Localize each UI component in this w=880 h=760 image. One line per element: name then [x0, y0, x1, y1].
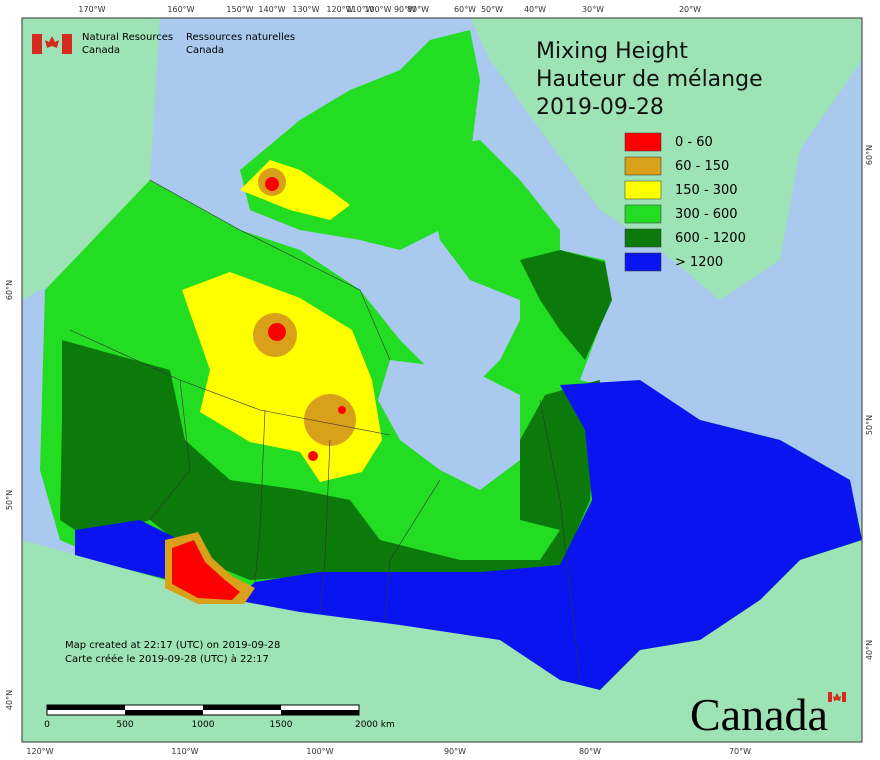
flag-bar: [828, 692, 832, 702]
agency-en: Natural Resources: [82, 32, 173, 43]
flag-bar: [32, 34, 42, 54]
border: [149, 379, 191, 521]
maple-leaf: [833, 693, 841, 701]
longitude-label: 80°W: [579, 747, 601, 756]
legend-swatch: [624, 132, 662, 152]
longitude-label: 50°W: [481, 5, 503, 14]
canada-600-1200-labrador: [520, 250, 612, 360]
longitude-label: 100°W: [364, 5, 391, 14]
longitude-label: 170°W: [78, 5, 105, 14]
flag-bar: [62, 34, 72, 54]
longitude-label: 110°W: [171, 747, 198, 756]
title-line: 2019-09-28: [536, 95, 664, 120]
legend-label: > 1200: [675, 255, 723, 270]
legend-label: 0 - 60: [675, 135, 713, 150]
border: [539, 399, 581, 681]
legend-label: 150 - 300: [675, 183, 738, 198]
border: [149, 179, 391, 361]
credits: Map created at 22:17 (UTC) on 2019-09-28…: [65, 640, 280, 665]
credit-line: Carte créée le 2019-09-28 (UTC) à 22:17: [65, 653, 269, 665]
flag-bar: [842, 692, 846, 702]
longitude-label: 130°W: [292, 5, 319, 14]
scale-bar: 0 500 1000 1500 2000 km: [44, 704, 395, 730]
area-0-60: [338, 406, 346, 414]
longitude-label: 30°W: [582, 5, 604, 14]
area-0-60: [308, 451, 318, 461]
longitude-label: 70°W: [729, 747, 751, 756]
scale-segment: [47, 705, 125, 710]
canada-over-1200: [235, 380, 862, 690]
longitude-label: 60°W: [454, 5, 476, 14]
legend-label: 600 - 1200: [675, 231, 746, 246]
scale-label: 1500: [270, 720, 293, 730]
greenland: [470, 18, 862, 300]
border: [254, 409, 266, 583]
legend-swatch: [624, 180, 662, 200]
credit-line: Map created at 22:17 (UTC) on 2019-09-28: [65, 640, 280, 651]
legend-swatch: [624, 156, 662, 176]
latitude-label: 40°N: [865, 640, 874, 660]
frame: [21, 17, 863, 743]
longitude-label: 160°W: [167, 5, 194, 14]
legend-label: 300 - 600: [675, 207, 738, 222]
scale-label: 1000: [192, 720, 215, 730]
legend-label: 60 - 150: [675, 159, 729, 174]
title: Mixing Height Hauteur de mélange 2019-09…: [536, 39, 763, 120]
latitude-label: 50°N: [5, 490, 14, 510]
longitude-label: 110°W: [346, 5, 373, 14]
hudson-bay: [378, 360, 520, 490]
border: [319, 439, 331, 613]
map-body: [22, 18, 862, 742]
agency-fr: Canada: [186, 45, 224, 56]
legend: 0 - 60 60 - 150 150 - 300 300 - 600 600 - 12…: [624, 132, 746, 272]
title-line: Hauteur de mélange: [536, 67, 763, 92]
area-0-60: [268, 323, 286, 341]
graticule-labels: 170°W 160°W 150°W 140°W 130°W 120°W110°W100°W…: [5, 5, 874, 756]
border: [384, 479, 441, 621]
latitude-label: 60°N: [5, 280, 14, 300]
latitude-label: 50°N: [865, 415, 874, 435]
scale-label: 0: [44, 720, 50, 730]
border: [69, 329, 391, 436]
longitude-label: 80°W: [407, 5, 429, 14]
area-0-60-south: [172, 540, 240, 600]
latitude-label: 60°N: [865, 145, 874, 165]
scale-segment: [203, 705, 281, 710]
nrcan-signature: Natural Resources Canada Ressources natu…: [32, 32, 295, 56]
legend-swatch: [624, 228, 662, 248]
legend-swatch: [624, 252, 662, 272]
longitude-label: 40°W: [524, 5, 546, 14]
maple-leaf: [45, 36, 59, 48]
longitude-label: 90°W: [444, 747, 466, 756]
longitude-label: 150°W: [226, 5, 253, 14]
scale-segment: [281, 710, 359, 715]
longitude-label: 100°W: [306, 747, 333, 756]
longitude-label: 120°W: [326, 5, 353, 14]
agency-en: Canada: [82, 45, 120, 56]
alaska: [22, 18, 160, 300]
longitude-label: 140°W: [258, 5, 285, 14]
canada-over-1200-west: [75, 520, 180, 580]
canada-600-1200-west: [60, 340, 600, 580]
legend-swatch: [624, 204, 662, 224]
title-line: Mixing Height: [536, 39, 688, 64]
scale-segment: [125, 710, 203, 715]
latitude-label: 40°N: [5, 690, 14, 710]
longitude-label: 120°W: [26, 747, 53, 756]
scale-label: 500: [116, 720, 133, 730]
area-0-60: [265, 177, 279, 191]
scale-label: 2000 km: [355, 720, 395, 730]
longitude-label: 90°W: [394, 5, 416, 14]
longitude-label: 20°W: [679, 5, 701, 14]
borders: [69, 179, 581, 681]
wordmark: Canada: [690, 689, 846, 740]
canada-wordmark: Canada: [690, 689, 828, 740]
agency-fr: Ressources naturelles: [186, 32, 295, 43]
